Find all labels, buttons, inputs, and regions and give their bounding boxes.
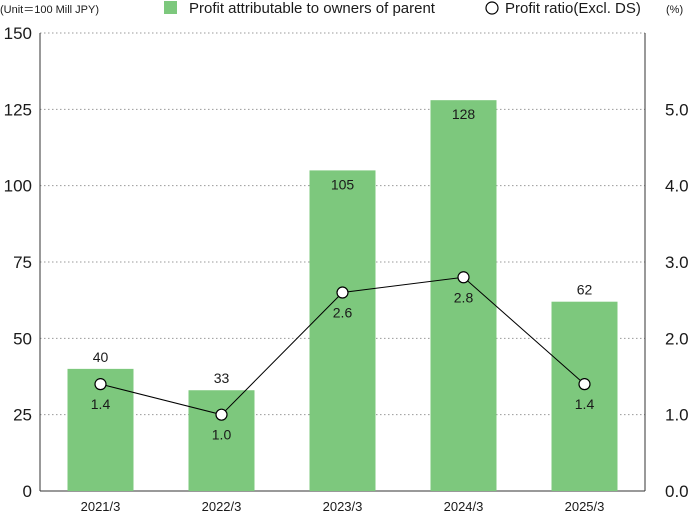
y-right-tick-label: 5.0 (665, 100, 689, 119)
axes: 0 25 50 75 100 125 150 0.0 1.0 2.0 3.0 4.0 5.0 2021/3… (4, 24, 689, 513)
y-left-tick-label: 25 (13, 406, 32, 425)
y-left-tick-label: 100 (4, 177, 32, 196)
x-tick-label: 2022/3 (202, 499, 242, 513)
bar-value-label: 62 (577, 282, 593, 298)
bar-value-label: 33 (214, 370, 230, 386)
y-left-tick-label: 75 (13, 253, 32, 272)
ratio-value-label: 1.4 (575, 396, 595, 412)
ratio-value-label: 2.8 (454, 289, 474, 305)
ratio-series (94, 271, 591, 421)
y-right-tick-label: 0.0 (665, 482, 689, 501)
unit-label: (Unit＝100 Mill JPY) (0, 4, 99, 16)
legend-bar-label: Profit attributable to owners of parent (189, 0, 436, 17)
bar (430, 100, 497, 491)
y-right-tick-label: 4.0 (665, 177, 689, 196)
ratio-point (215, 408, 228, 421)
legend-ratio-marker (485, 1, 499, 15)
legend: (Unit＝100 Mill JPY) Profit attributable … (0, 0, 683, 17)
y-left-tick-label: 150 (4, 24, 32, 43)
ratio-point (336, 286, 349, 299)
bar-value-label: 40 (93, 349, 109, 365)
ratio-point (457, 271, 470, 284)
x-tick-label: 2021/3 (81, 499, 121, 513)
bar-value-label: 128 (452, 106, 476, 122)
data-labels: 40 33 105 128 62 1.4 1.0 2.6 2.8 1.4 (91, 106, 595, 442)
ratio-value-label: 1.4 (91, 396, 111, 412)
x-tick-label: 2025/3 (565, 499, 605, 513)
ratio-value-label: 1.0 (212, 427, 232, 443)
gridlines (40, 32, 645, 416)
bar-value-label: 105 (331, 176, 355, 192)
y-left-tick-label: 0 (23, 482, 32, 501)
y-right-tick-label: 2.0 (665, 329, 689, 348)
legend-ratio-label: Profit ratio(Excl. DS) (505, 0, 641, 17)
bar (188, 390, 255, 491)
ratio-value-label: 2.6 (333, 305, 353, 321)
y-right-tick-label: 1.0 (665, 406, 689, 425)
bar (309, 170, 376, 491)
y-right-tick-label: 3.0 (665, 253, 689, 272)
y-left-tick-label: 125 (4, 100, 32, 119)
x-tick-label: 2024/3 (444, 499, 484, 513)
x-tick-label: 2023/3 (323, 499, 363, 513)
right-unit-label: (%) (666, 4, 683, 16)
legend-bar-swatch (164, 1, 177, 14)
ratio-point (578, 378, 591, 391)
bar (551, 301, 618, 491)
y-left-tick-label: 50 (13, 329, 32, 348)
ratio-point (94, 378, 107, 391)
